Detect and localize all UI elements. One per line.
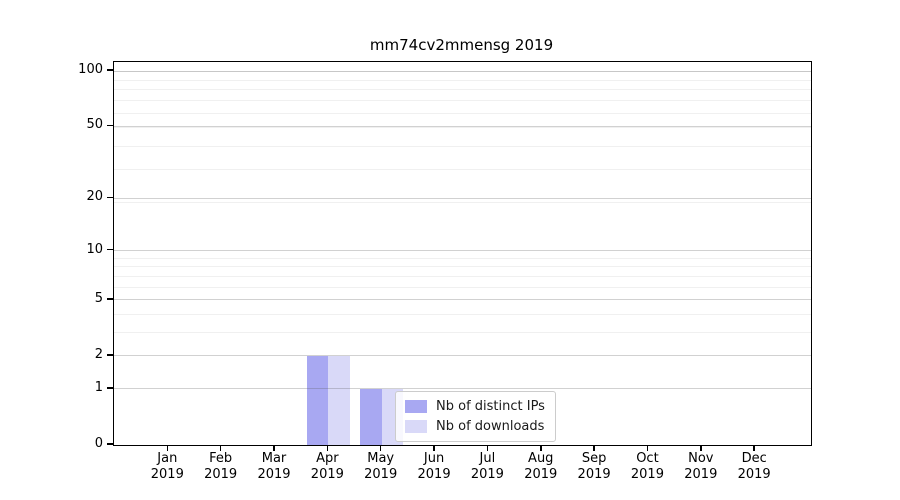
gridline-minor: [114, 100, 811, 102]
gridline-minor: [114, 314, 811, 316]
x-tick-month: Dec: [741, 451, 767, 466]
x-tick-year: 2019: [364, 466, 398, 482]
x-tick-year: 2019: [577, 466, 611, 482]
bar-apr-downloads: [328, 355, 350, 445]
y-tick-label: 20: [86, 189, 103, 205]
y-tick-mark: [107, 124, 113, 127]
gridline-major: [114, 299, 811, 301]
gridline-minor: [114, 257, 811, 259]
x-tick-month: Apr: [316, 451, 339, 466]
x-tick-month: Nov: [688, 451, 714, 466]
x-tick-year: 2019: [417, 466, 451, 482]
bar-apr-distinct-ips: [306, 355, 329, 445]
chart-title: mm74cv2mmensg 2019: [369, 36, 554, 54]
y-tick-label: 5: [94, 290, 103, 306]
gridline-minor: [114, 127, 811, 129]
gridline-minor: [114, 266, 811, 268]
x-tick-year: 2019: [630, 466, 664, 482]
x-tick-year: 2019: [737, 466, 771, 482]
y-tick-label: 100: [78, 62, 103, 77]
x-tick-label-jul: Jul 2019: [455, 451, 519, 482]
x-tick-mark: [646, 446, 649, 451]
gridline-major: [114, 125, 811, 127]
x-tick-mark: [700, 446, 702, 451]
gridline-minor: [114, 112, 811, 114]
gridline-major: [114, 250, 811, 252]
x-tick-label-aug: Aug 2019: [509, 451, 573, 482]
y-tick-label: 50: [86, 117, 103, 133]
gridline-minor: [114, 79, 811, 81]
x-tick-month: Oct: [636, 451, 659, 466]
x-tick-year: 2019: [257, 466, 291, 482]
x-tick-month: Jan: [157, 451, 178, 466]
gridline-minor: [114, 145, 811, 147]
x-tick-label-apr: Apr 2019: [295, 451, 359, 482]
x-tick-month: Jun: [423, 451, 445, 466]
x-tick-label-mar: Mar 2019: [242, 451, 306, 482]
gridline-minor: [114, 71, 811, 73]
gridline-major: [114, 70, 811, 72]
y-tick-mark: [107, 387, 113, 389]
x-tick-label-sep: Sep 2019: [562, 451, 626, 482]
y-tick-mark: [107, 248, 113, 251]
gridline-minor: [114, 286, 811, 288]
x-tick-month: Jul: [479, 451, 496, 466]
gridline-minor: [114, 332, 811, 334]
bar-may-distinct-ips: [360, 388, 382, 445]
legend: Nb of distinct IPs Nb of downloads: [395, 391, 556, 442]
x-tick-month: Aug: [528, 451, 554, 466]
x-tick-label-dec: Dec 2019: [722, 451, 786, 482]
x-tick-mark: [593, 446, 595, 451]
x-tick-mark: [540, 446, 542, 451]
x-tick-month: Sep: [581, 451, 607, 466]
x-tick-mark: [753, 446, 755, 451]
x-tick-mark: [486, 446, 489, 451]
x-tick-mark: [433, 446, 435, 451]
x-tick-mark: [219, 446, 222, 451]
gridline-major: [114, 355, 811, 357]
legend-item-distinct-ips: Nb of distinct IPs: [405, 399, 545, 414]
gridline-minor: [114, 168, 811, 170]
y-tick-mark: [107, 69, 113, 71]
x-tick-year: 2019: [310, 466, 344, 482]
y-tick-label: 1: [94, 379, 103, 395]
legend-label-distinct-ips: Nb of distinct IPs: [436, 399, 545, 414]
x-tick-mark: [326, 446, 329, 451]
x-tick-month: Feb: [209, 451, 233, 466]
x-tick-mark: [166, 446, 169, 451]
x-tick-label-may: May 2019: [349, 451, 413, 482]
x-tick-month: May: [367, 451, 395, 466]
x-tick-year: 2019: [684, 466, 718, 482]
x-tick-month: Mar: [261, 451, 287, 466]
x-tick-mark: [379, 446, 382, 451]
x-tick-label-nov: Nov 2019: [669, 451, 733, 482]
y-tick-mark: [107, 196, 113, 199]
x-tick-year: 2019: [204, 466, 238, 482]
x-tick-year: 2019: [524, 466, 558, 482]
y-tick-mark: [107, 443, 113, 445]
legend-item-downloads: Nb of downloads: [405, 419, 545, 434]
y-tick-mark: [107, 298, 113, 300]
gridline-minor: [114, 275, 811, 277]
plot-area: Nb of distinct IPs Nb of downloads: [113, 61, 812, 446]
x-tick-mark: [273, 446, 275, 451]
gridline-minor: [114, 201, 811, 203]
y-tick-label: 2: [94, 346, 103, 362]
x-tick-label-jun: Jun 2019: [402, 451, 466, 482]
y-tick-label: 0: [94, 436, 103, 451]
legend-swatch-downloads: [405, 420, 427, 433]
gridline-major: [114, 197, 811, 199]
x-tick-label-oct: Oct 2019: [615, 451, 679, 482]
x-tick-label-feb: Feb 2019: [189, 451, 253, 482]
legend-label-downloads: Nb of downloads: [436, 419, 545, 434]
x-tick-year: 2019: [150, 466, 184, 482]
gridline-minor: [114, 89, 811, 91]
y-tick-label: 10: [86, 241, 103, 257]
legend-swatch-distinct-ips: [405, 400, 427, 413]
x-tick-label-jan: Jan 2019: [135, 451, 199, 482]
y-tick-mark: [107, 354, 113, 356]
gridline-major: [114, 388, 811, 390]
x-tick-year: 2019: [470, 466, 504, 482]
